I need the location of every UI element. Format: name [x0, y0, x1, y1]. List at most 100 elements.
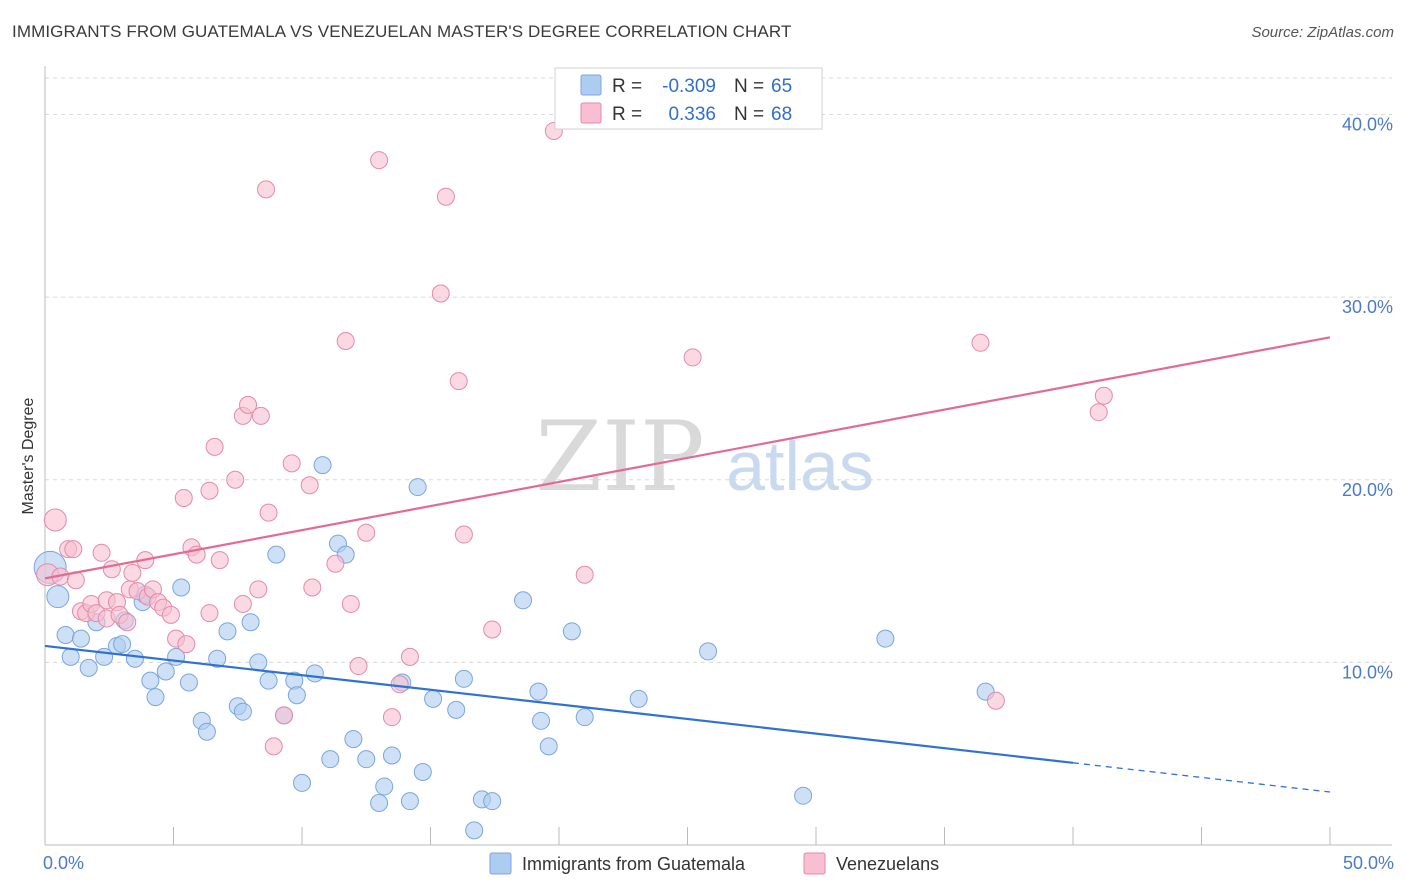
pink-data-point — [454, 525, 473, 544]
pink-data-point — [349, 657, 368, 676]
blue-data-point — [629, 689, 648, 708]
blue-data-point — [699, 642, 718, 661]
blue-data-point — [413, 762, 432, 781]
pink-data-point — [161, 605, 180, 624]
blue-data-point — [71, 629, 90, 648]
blue-data-point — [172, 578, 191, 597]
pink-data-point — [210, 551, 229, 570]
pink-data-point — [177, 635, 196, 654]
pink-data-point — [264, 737, 283, 756]
pink-data-point — [282, 454, 301, 473]
blue-data-point — [424, 689, 443, 708]
axes: 10.0% 20.0% 30.0% 40.0% 0.0% 50.0% — [43, 66, 1394, 873]
pink-data-point — [683, 348, 702, 367]
watermark-zip: ZIP — [535, 401, 704, 513]
blue-data-point — [125, 649, 144, 668]
pink-data-point — [259, 503, 278, 522]
legend-r-value-pink: 0.336 — [668, 104, 716, 125]
grid — [45, 77, 1392, 663]
blue-data-point — [562, 622, 581, 641]
blue-data-point — [259, 671, 278, 690]
blue-data-point — [532, 711, 551, 730]
blue-data-point — [156, 662, 175, 681]
pink-data-point — [257, 180, 276, 199]
pink-data-point — [200, 481, 219, 500]
blue-data-point — [146, 688, 165, 707]
bottom-legend-swatch-blue — [489, 852, 512, 875]
pink-data-point — [390, 675, 409, 694]
pink-data-point — [1094, 386, 1113, 405]
legend-n-label-blue: N = — [734, 76, 764, 97]
blue-data-point — [483, 792, 502, 811]
pink-data-point — [575, 565, 594, 584]
pink-data-point — [226, 470, 245, 489]
watermark-atlas: atlas — [726, 427, 874, 505]
blue-data-point — [113, 635, 132, 654]
pink-data-point — [275, 706, 294, 725]
blue-data-point — [344, 730, 363, 749]
blue-data-point — [529, 682, 548, 701]
blue-data-point — [876, 629, 895, 648]
blue-data-point — [539, 737, 558, 756]
blue-trend-extension — [1072, 762, 1331, 793]
pink-data-point — [971, 333, 990, 352]
blue-data-point — [218, 622, 237, 641]
pink-data-point — [1089, 403, 1108, 422]
blue-data-point — [375, 777, 394, 796]
pink-data-point — [233, 594, 252, 613]
legend-n-label-pink: N = — [734, 104, 764, 125]
blue-data-point — [794, 786, 813, 805]
y-tick-label: 20.0% — [1342, 480, 1393, 500]
pink-data-point — [251, 406, 270, 425]
pink-data-point — [249, 580, 268, 599]
pink-data-point — [326, 554, 345, 573]
blue-data-point — [287, 686, 306, 705]
y-tick-label: 30.0% — [1342, 297, 1393, 317]
pink-data-point — [205, 437, 224, 456]
blue-data-point — [208, 649, 227, 668]
bottom-legend-label-blue: Immigrants from Guatemala — [522, 854, 746, 874]
blue-data-point — [179, 673, 198, 692]
blue-data-point — [514, 591, 533, 610]
pink-data-point — [483, 620, 502, 639]
blue-data-point — [408, 478, 427, 497]
blue-data-point — [56, 625, 75, 644]
blue-data-point — [357, 750, 376, 769]
y-tick-label: 10.0% — [1342, 662, 1393, 682]
pink-data-point — [303, 578, 322, 597]
pink-data-point — [431, 284, 450, 303]
bottom-legend: Immigrants from Guatemala Venezuelans — [489, 852, 939, 875]
pink-data-point — [370, 151, 389, 170]
blue-data-point — [61, 647, 80, 666]
legend-n-value-blue: 65 — [771, 76, 792, 97]
pink-data-point — [102, 560, 121, 579]
blue-trend-line — [44, 644, 1074, 764]
pink-data-point — [341, 594, 360, 613]
legend-r-value-blue: -0.309 — [662, 76, 716, 97]
pink-data-point — [400, 647, 419, 666]
blue-data-point — [79, 658, 98, 677]
blue-data-point — [141, 671, 160, 690]
pink-data-point — [357, 523, 376, 542]
x-tick-label-max: 50.0% — [1343, 853, 1394, 873]
blue-data-point — [267, 545, 286, 564]
pink-data-point — [174, 489, 193, 508]
pink-data-point — [436, 187, 455, 206]
blue-data-point — [321, 750, 340, 769]
blue-data-point — [241, 613, 260, 632]
pink-data-point — [336, 331, 355, 350]
pink-data-point — [986, 691, 1005, 710]
bottom-legend-swatch-pink — [803, 852, 826, 875]
blue-data-point — [233, 702, 252, 721]
blue-data-point — [400, 792, 419, 811]
blue-data-point — [249, 653, 268, 672]
legend-r-label-blue: R = — [612, 76, 642, 97]
blue-data-point — [313, 456, 332, 475]
pink-data-point — [449, 372, 468, 391]
y-axis-title: Master's Degree — [20, 397, 37, 514]
chart-title: IMMIGRANTS FROM GUATEMALA VS VENEZUELAN … — [12, 22, 792, 41]
bottom-legend-label-pink: Venezuelans — [836, 854, 939, 874]
pink-data-point — [123, 563, 142, 582]
x-tick-label-min: 0.0% — [43, 853, 84, 873]
